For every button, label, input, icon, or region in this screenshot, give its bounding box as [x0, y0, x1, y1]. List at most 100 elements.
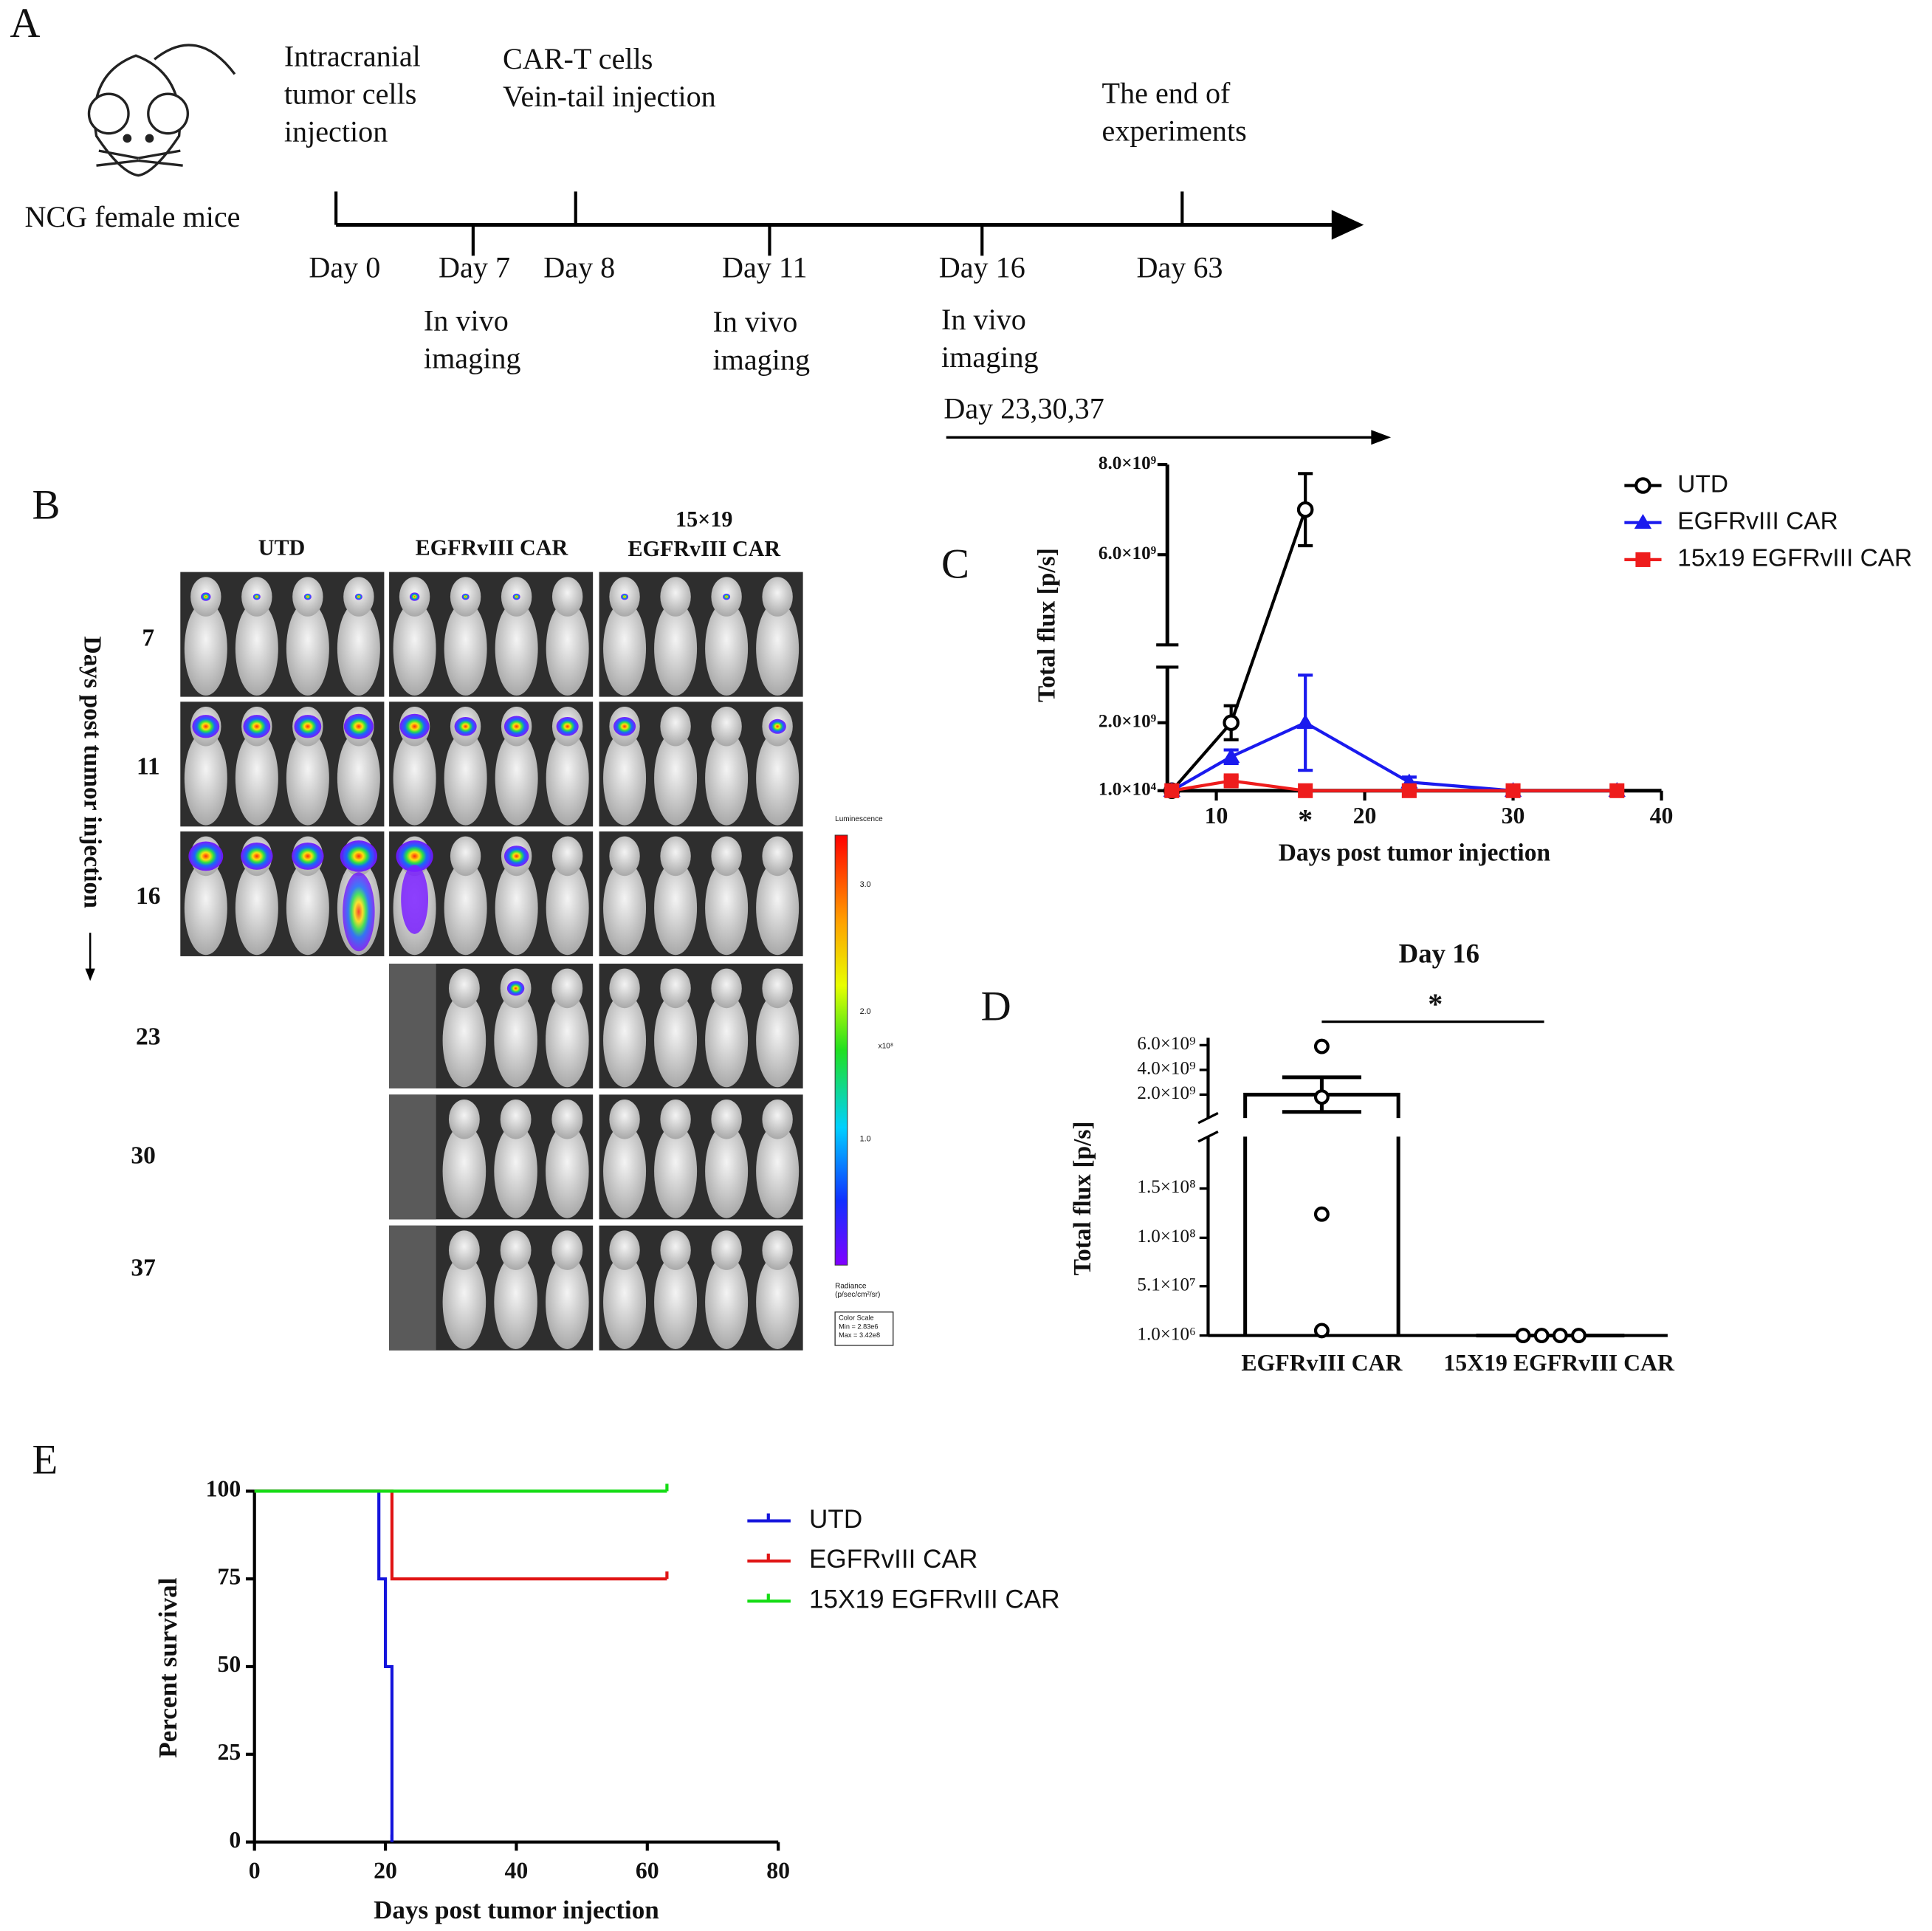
row-label: 11	[137, 752, 160, 780]
signal	[621, 593, 629, 600]
marker	[1298, 783, 1313, 798]
day-label: Day 7	[439, 251, 510, 284]
data-point	[1313, 1038, 1330, 1054]
mouse-head	[500, 1100, 532, 1139]
imaging-axis-label: Days post tumor injection	[78, 637, 106, 909]
x-tick-label: 60	[636, 1858, 659, 1884]
legend-label: EGFRvIII CAR	[809, 1545, 977, 1574]
signal	[454, 716, 477, 736]
mouse-head	[711, 968, 742, 1009]
mouse-head	[609, 968, 640, 1009]
legend-line	[747, 1553, 791, 1563]
day-label: Day 16	[939, 251, 1025, 284]
mouse-body	[603, 993, 647, 1088]
mouse-body	[756, 1124, 800, 1218]
day-label: Day 11	[722, 251, 808, 284]
mouse-head	[609, 1100, 640, 1139]
data-point	[1552, 1328, 1568, 1344]
legend-label: 15x19 EGFRvIII CAR	[1677, 545, 1912, 572]
day-label: Day 0	[309, 251, 380, 284]
legend-label: UTD	[809, 1505, 862, 1534]
row-label: 30	[131, 1142, 155, 1169]
imaging-panel	[599, 702, 803, 827]
x-tick-label: 15X19 EGFRvIII CAR	[1443, 1350, 1675, 1376]
mouse-body	[705, 601, 749, 696]
event-note: injection	[284, 115, 388, 148]
legend-label: EGFRvIII CAR	[1677, 508, 1838, 535]
imaging-panel	[389, 702, 594, 827]
mouse-body	[444, 731, 487, 826]
signal	[461, 593, 470, 600]
colorbar-unit: x10⁸	[879, 1043, 893, 1051]
column-header: EGFRvIII CAR	[416, 535, 569, 560]
series-line	[1170, 509, 1307, 792]
series	[1163, 472, 1314, 800]
signal	[201, 592, 211, 601]
event-note: imaging	[424, 342, 521, 375]
mouse-head	[762, 968, 793, 1009]
mouse-body	[495, 861, 538, 956]
mouse-body	[235, 601, 278, 696]
axis-break	[1197, 1111, 1219, 1143]
x-tick-label: EGFRvIII CAR	[1241, 1350, 1403, 1376]
colorbar-title: Luminescence	[835, 815, 883, 823]
x-tick-label: 0	[249, 1858, 261, 1884]
marker	[1401, 783, 1417, 798]
y-axis-label: Percent survival	[154, 1577, 182, 1757]
mouse-head	[448, 1230, 480, 1270]
column-header: 15×19	[675, 507, 732, 532]
signal	[343, 713, 374, 739]
mouse-body	[654, 731, 698, 826]
mouse-body	[495, 731, 538, 826]
imaging-panel	[389, 831, 594, 956]
imaging-panel	[599, 831, 803, 956]
mouse-body	[444, 861, 487, 956]
chart-title: Day 16	[1399, 938, 1479, 968]
y-tick-label: 0	[229, 1827, 241, 1853]
marker	[1296, 501, 1314, 518]
marker	[1609, 783, 1625, 798]
mouse-head	[551, 1230, 583, 1270]
panel-label: D	[981, 984, 1011, 1030]
data-point	[1313, 1323, 1330, 1339]
colorbar-tick: 2.0	[860, 1007, 871, 1016]
mouse-head	[551, 836, 583, 877]
day-label: Day 63	[1136, 251, 1223, 284]
mouse-body	[546, 601, 589, 696]
signal	[723, 593, 731, 600]
signal	[252, 593, 261, 600]
mouse-body	[546, 731, 589, 826]
imaging-axis-head	[85, 968, 95, 981]
mouse-body	[286, 861, 329, 956]
mouse-body	[756, 601, 800, 696]
y-tick-label: 1.0×10⁸	[1137, 1227, 1195, 1246]
marker	[1164, 783, 1180, 798]
mouse-head	[762, 836, 793, 877]
mouse-body	[546, 1124, 589, 1218]
marker	[1223, 714, 1240, 732]
mouse-head	[711, 836, 742, 877]
x-tick-label: 80	[766, 1858, 790, 1884]
event-note: imaging	[712, 343, 810, 376]
signal	[556, 716, 579, 736]
marker	[1296, 714, 1314, 730]
signal	[409, 592, 420, 601]
event-note: Intracranial	[284, 40, 421, 73]
mouse-body	[705, 861, 749, 956]
event-note: The end of	[1102, 77, 1231, 110]
signal	[303, 593, 312, 600]
y-tick-label: 1.0×10⁴	[1099, 780, 1157, 800]
mouse-body	[494, 1124, 537, 1218]
marker	[1634, 513, 1652, 529]
mouse-body	[286, 731, 329, 826]
marker	[1223, 773, 1239, 789]
bar	[1243, 1136, 1400, 1336]
mouse-label: NCG female mice	[24, 200, 240, 233]
series-line	[1171, 779, 1618, 792]
panel-label: E	[32, 1437, 58, 1484]
y-tick-label: 2.0×10⁹	[1137, 1083, 1196, 1103]
colorbar-scale: Max = 3.42e8	[839, 1331, 880, 1339]
mouse-body	[546, 993, 589, 1088]
event-note: In vivo	[424, 304, 509, 337]
panel-label: B	[32, 481, 61, 528]
